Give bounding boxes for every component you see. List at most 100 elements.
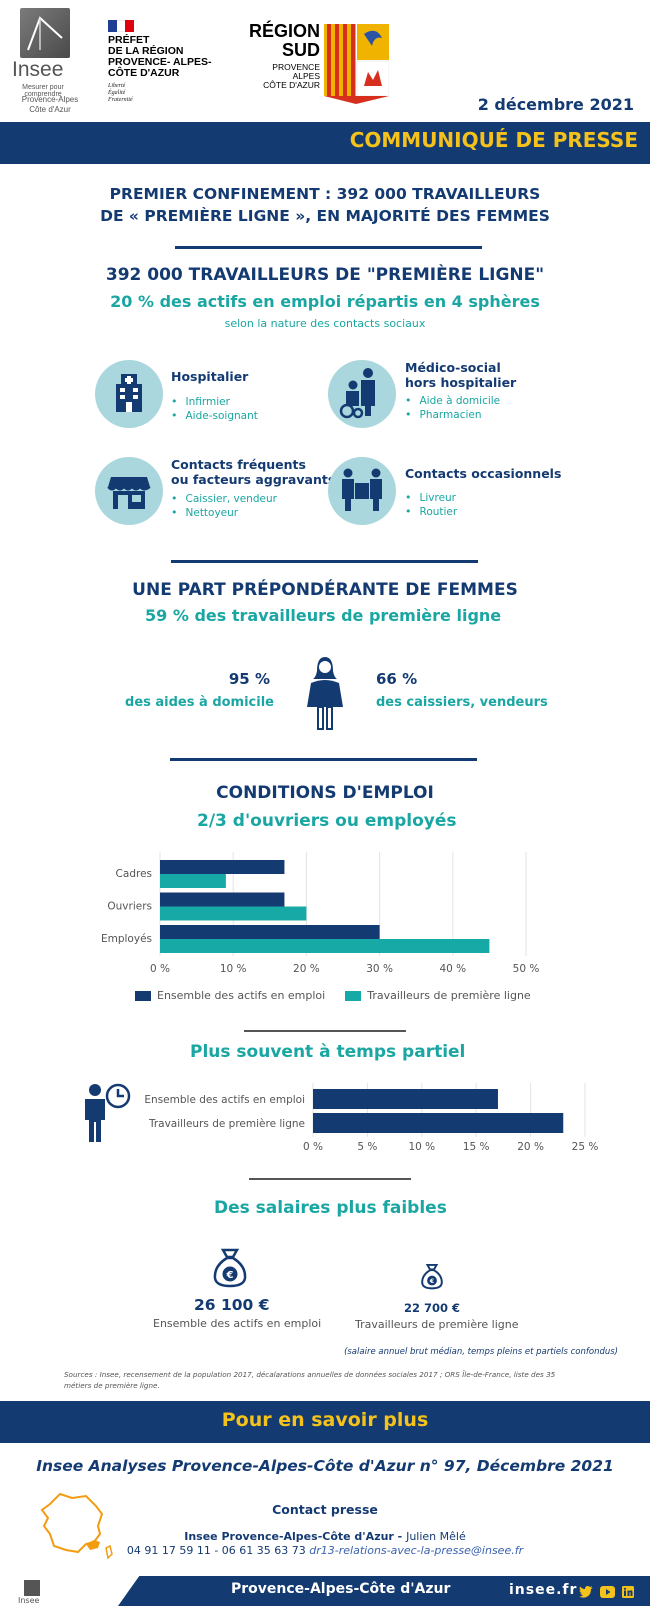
category-label: Travailleurs de première ligne xyxy=(148,1118,305,1130)
contact-line: Insee Provence-Alpes-Côte d'Azur - Julie… xyxy=(0,1530,650,1543)
chart-legend: Ensemble des actifs en emploi Travailleu… xyxy=(135,989,531,1002)
chart-labels: 0 % 10 % 20 % 30 % 40 % 50 % Cadres Ouvriers Emp… xyxy=(101,868,539,975)
tick-label: 0 % xyxy=(150,963,170,975)
legend-swatch-ensemble xyxy=(135,990,151,1001)
tick-label: 10 % xyxy=(408,1141,435,1153)
contact-details: 04 91 17 59 11 - 06 61 35 63 73 dr13-rel… xyxy=(0,1544,650,1557)
salary-ensemble-label: Ensemble des actifs en emploi xyxy=(153,1317,322,1330)
sphere-hospitalier: Hospitalier Infirmier Aide-soignant xyxy=(171,369,258,423)
category-label: Employés xyxy=(101,933,152,945)
tick-label: 50 % xyxy=(513,963,540,975)
women-share-cashiers-label: des caissiers, vendeurs xyxy=(376,695,548,710)
chart-bars xyxy=(160,860,490,953)
sphere-item: Pharmacien xyxy=(405,408,516,422)
sources: Sources : Insee, recensement de la popul… xyxy=(64,1370,556,1390)
sphere-item: Aide à domicile xyxy=(405,394,516,408)
tick-label: 5 % xyxy=(357,1141,377,1153)
divider xyxy=(170,758,477,761)
chart-bars xyxy=(313,1089,564,1133)
section2-title: UNE PART PRÉPONDÉRANTE DE FEMMES xyxy=(132,580,518,600)
sphere-contacts-frequents: Contacts fréquents ou facteurs aggravant… xyxy=(171,457,335,520)
bar-ensemble xyxy=(160,892,285,907)
salaries-title: Des salaires plus faibles xyxy=(214,1198,447,1218)
sphere-title: Contacts fréquents xyxy=(171,457,306,472)
insee-logo: Insee Mesurer pour comprendre Provence-A… xyxy=(10,8,82,114)
section3-subtitle: 2/3 d'ouvriers ou employés xyxy=(197,811,457,831)
insee-tagline: Mesurer pour comprendre xyxy=(22,84,64,98)
women-share-cashiers-value: 66 % xyxy=(376,670,418,688)
section1-subtitle: 20 % des actifs en emploi répartis en 4 … xyxy=(110,292,540,311)
sphere-contacts-occasionnels: Contacts occasionnels Livreur Routier xyxy=(405,466,561,519)
legend-swatch-premiere-ligne xyxy=(345,990,362,1001)
sphere-items: Livreur Routier xyxy=(405,491,561,519)
sphere-item: Infirmier xyxy=(171,395,258,409)
footer-social xyxy=(579,1586,634,1598)
more-banner: Pour en savoir plus xyxy=(0,1401,650,1443)
bar-part-time xyxy=(313,1089,498,1109)
contact-email-link[interactable]: dr13-relations-avec-la-presse@insee.fr xyxy=(309,1544,524,1557)
salary-note: (salaire annuel brut médian, temps plein… xyxy=(344,1347,618,1357)
region-sud-sub-3: CÔTE D'AZUR xyxy=(263,80,320,90)
footer-site-link[interactable]: insee.fr xyxy=(509,1582,578,1598)
legend-label-ensemble: Ensemble des actifs en emploi xyxy=(157,989,326,1002)
more-banner-title: Pour en savoir plus xyxy=(221,1409,429,1431)
insee-wordmark: Insee xyxy=(12,58,64,81)
prefet-motto: Liberté Égalité Fraternité xyxy=(108,83,133,103)
tick-label: 10 % xyxy=(220,963,247,975)
twitter-icon[interactable] xyxy=(579,1586,593,1598)
region-sud-sub-1: PROVENCE xyxy=(272,62,320,72)
hospital-icon xyxy=(95,360,163,428)
section2-subtitle: 59 % des travailleurs de première ligne xyxy=(145,606,502,625)
region-sud-sub-2: ALPES xyxy=(292,71,320,81)
bar-premiere-ligne xyxy=(160,874,226,888)
money-bag-large-icon: € xyxy=(210,1246,250,1292)
bar-premiere-ligne xyxy=(160,939,490,953)
headline-line2: DE « PREMIÈRE LIGNE », EN MAJORITÉ DES F… xyxy=(100,207,550,225)
contact-org: Insee Provence-Alpes-Côte d'Azur - xyxy=(184,1530,407,1543)
footer-insee-logo: Insee xyxy=(18,1580,118,1608)
sphere-item: Routier xyxy=(405,505,561,519)
divider xyxy=(249,1178,411,1180)
sphere-item: Aide-soignant xyxy=(171,409,258,423)
bar-ensemble xyxy=(160,860,285,874)
youtube-icon[interactable] xyxy=(600,1586,615,1598)
salary-ensemble-value: 26 100 € xyxy=(194,1296,270,1314)
sphere-item: Livreur xyxy=(405,491,561,505)
section1-note: selon la nature des contacts sociaux xyxy=(224,317,426,330)
prefet-logo: PRÉFET DE LA RÉGION PROVENCE- ALPES- CÔT… xyxy=(108,20,223,104)
tick-label: 0 % xyxy=(303,1141,323,1153)
sphere-title: Médico-social xyxy=(405,360,501,375)
caregiver-icon xyxy=(328,360,396,428)
women-share-aides-value: 95 % xyxy=(228,670,270,688)
contact-title: Contact presse xyxy=(272,1502,378,1517)
sphere-medico-social: Médico-social hors hospitalier Aide à do… xyxy=(405,360,516,422)
region-sud-line2: SUD xyxy=(281,40,320,60)
section1-title: 392 000 TRAVAILLEURS DE "PREMIÈRE LIGNE" xyxy=(105,265,545,285)
tick-label: 20 % xyxy=(293,963,320,975)
svg-text:€: € xyxy=(226,1270,234,1281)
employment-chart: 0 % 10 % 20 % 30 % 40 % 50 % Cadres Ouvriers Emp… xyxy=(101,852,539,975)
salary-premiere-ligne-value: 22 700 € xyxy=(404,1301,461,1315)
sphere-item: Nettoyeur xyxy=(171,506,335,520)
contact-phones: 04 91 17 59 11 - 06 61 35 63 73 xyxy=(126,1544,310,1557)
part-time-chart: 0 % 5 % 10 % 15 % 20 % 25 % Ensemble des actif… xyxy=(144,1083,598,1153)
sphere-items: Infirmier Aide-soignant xyxy=(171,395,258,423)
tick-label: 30 % xyxy=(366,963,393,975)
insee-logo-mark xyxy=(20,8,70,58)
delivery-icon xyxy=(328,457,396,525)
publication-link[interactable]: Insee Analyses Provence-Alpes-Côte d'Azu… xyxy=(36,1457,614,1475)
sphere-title-2: ou facteurs aggravants xyxy=(171,472,336,487)
region-shield-icon xyxy=(324,24,390,104)
sphere-title-2: hors hospitalier xyxy=(405,375,517,390)
woman-icon xyxy=(305,655,345,734)
headline-line1: PREMIER CONFINEMENT : 392 000 TRAVAILLEU… xyxy=(109,185,541,203)
region-sud-logo: RÉGION SUD PROVENCE ALPES CÔTE D'AZUR xyxy=(228,22,320,90)
clock-person-icon xyxy=(80,1082,136,1148)
footer-insee-mark xyxy=(24,1580,40,1596)
divider xyxy=(175,246,482,249)
bar-part-time xyxy=(313,1113,564,1133)
linkedin-icon[interactable] xyxy=(622,1586,634,1598)
chart-labels: 0 % 5 % 10 % 15 % 20 % 25 % Ensemble des actif… xyxy=(144,1094,598,1153)
headline: PREMIER CONFINEMENT : 392 000 TRAVAILLEU… xyxy=(0,183,650,227)
sphere-item: Caissier, vendeur xyxy=(171,492,335,506)
